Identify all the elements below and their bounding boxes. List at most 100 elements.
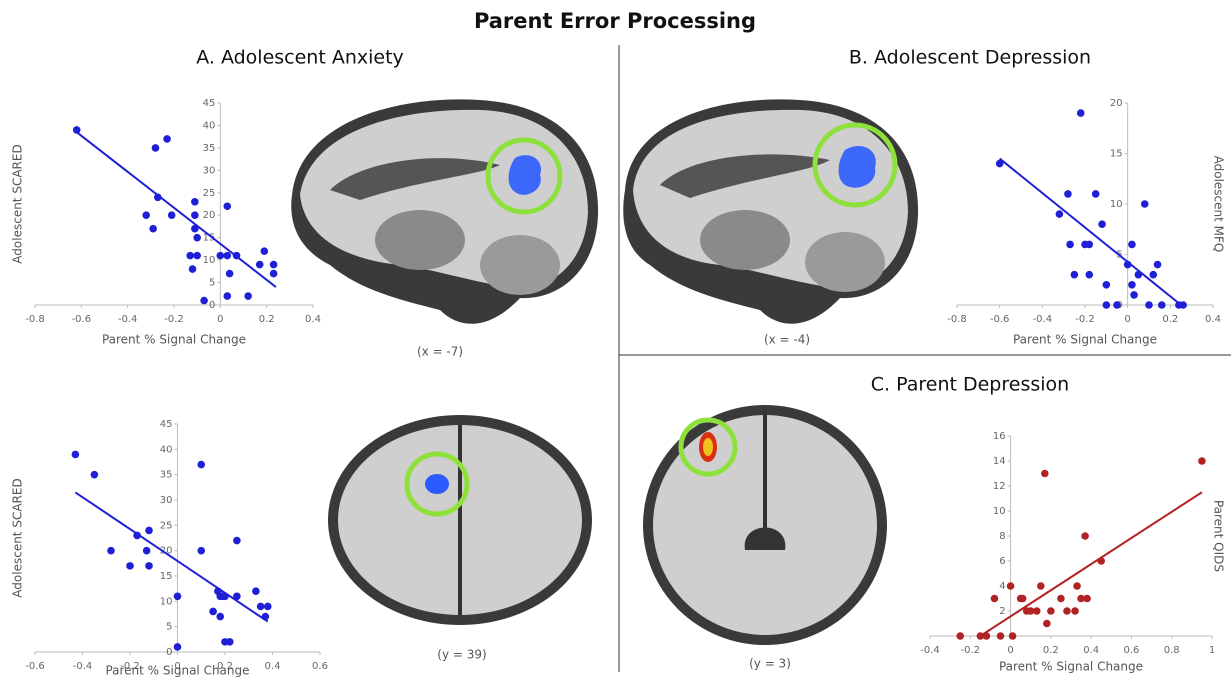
x-tick-label: 0.4	[305, 314, 321, 325]
point	[1057, 595, 1065, 603]
x-tick-label: -0.2	[164, 314, 184, 325]
point	[142, 211, 150, 219]
point	[1158, 301, 1166, 309]
point	[133, 532, 141, 540]
point	[223, 202, 231, 210]
y-tick-label: 25	[160, 520, 173, 531]
point	[956, 632, 964, 640]
figure-title: Parent Error Processing	[474, 9, 756, 33]
point	[233, 592, 241, 600]
y-tick-label: 10	[160, 596, 173, 607]
point	[191, 198, 199, 206]
image-label: (y = 39)	[437, 648, 486, 662]
point	[1071, 607, 1079, 615]
point	[197, 461, 205, 469]
point	[1066, 241, 1074, 249]
point	[226, 270, 234, 278]
x-tick-label: 0.6	[312, 661, 328, 672]
point	[270, 270, 278, 278]
x-tick-label: -0.6	[72, 314, 92, 325]
point	[257, 603, 265, 611]
y-axis-label: Adolescent SCARED	[11, 478, 25, 597]
point	[1064, 190, 1072, 198]
y-tick-label: 25	[203, 188, 216, 199]
brain-image	[291, 99, 598, 323]
y-tick-label: 15	[160, 571, 173, 582]
y-tick-label: 10	[993, 506, 1006, 517]
image-label: (x = -7)	[417, 345, 463, 359]
point	[991, 595, 999, 603]
point	[1103, 301, 1111, 309]
panel-title: C. Parent Depression	[871, 374, 1069, 396]
point	[1047, 607, 1055, 615]
panel-title: A. Adolescent Anxiety	[196, 47, 404, 69]
point	[189, 265, 197, 273]
y-tick-label: 16	[993, 431, 1006, 442]
x-tick-label: -0.4	[118, 314, 138, 325]
point	[193, 234, 201, 242]
point	[1128, 281, 1136, 289]
x-tick-label: -0.6	[25, 661, 45, 672]
trendline	[77, 132, 276, 287]
y-tick-label: 10	[1110, 199, 1123, 210]
point	[197, 547, 205, 555]
page: Parent Error Processing A. Adolescent An…	[0, 0, 1231, 678]
y-tick-label: 5	[209, 278, 215, 289]
x-tick-label: 0.6	[1123, 645, 1139, 656]
point	[996, 160, 1004, 168]
point	[226, 638, 234, 646]
point	[233, 252, 241, 260]
point	[191, 211, 199, 219]
point	[1071, 271, 1079, 279]
x-tick-label: -0.4	[73, 661, 93, 672]
point	[1092, 190, 1100, 198]
point	[1073, 582, 1081, 590]
y-tick-label: 4	[999, 581, 1005, 592]
point	[1128, 241, 1136, 249]
point	[126, 562, 134, 570]
point	[163, 135, 171, 143]
point	[91, 471, 99, 479]
point	[1103, 281, 1111, 289]
point	[168, 211, 176, 219]
point	[193, 252, 201, 260]
y-tick-label: 40	[160, 444, 173, 455]
y-tick-label: 15	[1110, 149, 1123, 160]
point	[200, 297, 208, 305]
point	[1098, 220, 1106, 228]
point	[174, 643, 182, 651]
point	[1056, 210, 1064, 218]
point	[262, 613, 270, 621]
point	[264, 603, 272, 611]
point	[270, 261, 278, 269]
y-tick-label: 10	[203, 255, 216, 266]
y-tick-label: 20	[1110, 98, 1123, 109]
point	[1009, 632, 1017, 640]
y-tick-label: 5	[166, 622, 172, 633]
point	[1124, 261, 1132, 269]
point	[72, 451, 80, 459]
image-label: (x = -4)	[764, 333, 810, 347]
point	[1033, 607, 1041, 615]
trendline	[1000, 159, 1181, 305]
point	[1097, 557, 1105, 565]
point	[174, 592, 182, 600]
x-tick-label: 0	[1124, 314, 1130, 325]
point	[223, 292, 231, 300]
x-tick-label: -0.2	[961, 645, 981, 656]
point	[233, 537, 241, 545]
brain-image	[328, 415, 592, 625]
y-axis-label: Adolescent SCARED	[11, 144, 25, 263]
y-tick-label: 45	[203, 98, 216, 109]
point	[145, 527, 153, 535]
y-axis-label: Parent QIDS	[1212, 500, 1226, 572]
point	[223, 252, 231, 260]
point	[1085, 241, 1093, 249]
x-tick-label: 0	[217, 314, 223, 325]
point	[1198, 457, 1206, 465]
x-axis-label: Parent % Signal Change	[102, 333, 246, 347]
brain-image	[643, 405, 887, 645]
y-tick-label: 30	[203, 165, 216, 176]
x-tick-label: -0.8	[25, 314, 45, 325]
y-tick-label: 2	[999, 606, 1005, 617]
